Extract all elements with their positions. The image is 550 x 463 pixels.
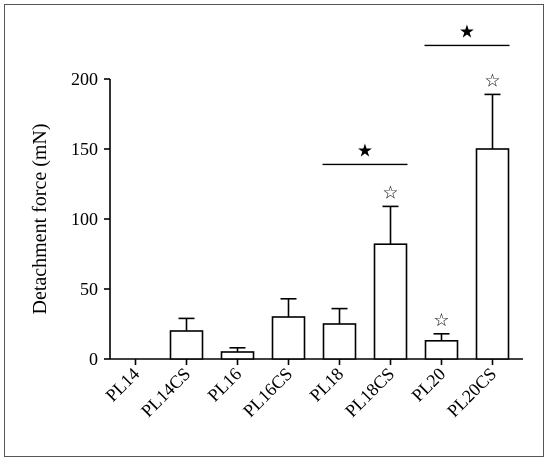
bar-PL16CS [271,316,306,360]
x-tick-label: PL14 [102,364,144,406]
bar-PL18CS [373,243,408,360]
x-tick-label: PL14CS [137,364,194,421]
y-tick-label: 200 [71,69,98,89]
significance-annotations: ★★ [322,21,510,166]
significance-star: ★ [357,140,373,160]
significance-star: ★ [459,21,475,41]
y-tick-label: 50 [80,279,98,299]
significance-marker: ☆ [484,70,500,90]
x-tick-label: PL16 [204,364,246,406]
significance-marker: ☆ [433,310,449,330]
bars: ☆ ☆ ☆ [169,70,510,360]
y-ticks: 0 50 100 150 200 [71,69,110,369]
y-tick-label: 150 [71,139,98,159]
x-tick-label: PL16CS [239,364,296,421]
axes [109,79,523,360]
bar-PL20 [424,339,459,360]
bar-PL20CS [475,148,510,360]
x-tick-label: PL18CS [341,364,398,421]
bar-PL18 [322,323,357,360]
y-tick-label: 100 [71,209,98,229]
bar-PL14CS [169,330,204,360]
y-axis-label: Detachment force (mN) [29,123,51,314]
y-tick-label: 0 [89,349,98,369]
x-tick-label: PL20CS [443,364,500,421]
significance-marker: ☆ [382,182,398,202]
chart-frame [4,4,544,457]
x-tick-label: PL20 [408,364,450,406]
bar-PL16 [220,351,255,360]
x-tick-label: PL18 [306,364,348,406]
